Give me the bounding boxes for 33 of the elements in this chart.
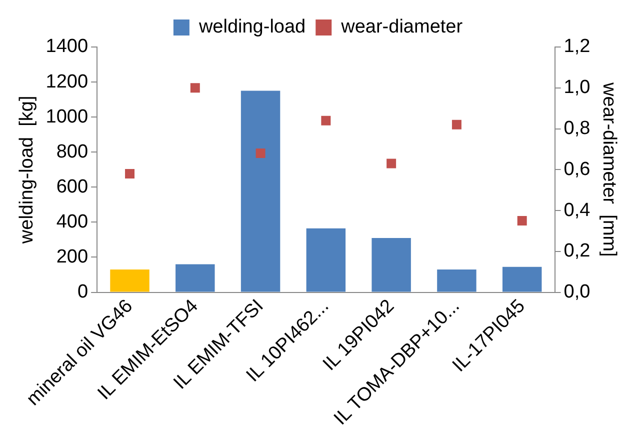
y2-tick-label: 1,2 <box>564 36 590 58</box>
y2-tick-label: 1,0 <box>564 77 590 98</box>
point <box>321 116 331 126</box>
bar <box>437 270 476 292</box>
legend-label: welding-load <box>198 16 306 38</box>
y2-tick-label: 0,0 <box>564 282 590 303</box>
y-tick-label: 1200 <box>46 71 88 92</box>
point <box>386 158 396 168</box>
y-tick-label: 400 <box>56 211 88 232</box>
bar <box>372 238 411 292</box>
bar <box>240 90 280 292</box>
y2-axis-title: wear-diameter [mm] <box>598 82 620 257</box>
y-tick-label: 200 <box>56 246 88 268</box>
point <box>517 216 527 226</box>
y-tick-label: 0 <box>77 282 88 303</box>
bar <box>110 270 150 292</box>
y-tick-label: 800 <box>56 141 88 162</box>
y-tick-label: 1400 <box>46 36 88 58</box>
y2-tick-label: 0,2 <box>564 240 590 262</box>
y2-tick-label: 0,8 <box>564 118 590 139</box>
y-tick-label: 1000 <box>46 106 88 128</box>
point <box>256 148 266 158</box>
point <box>125 168 135 178</box>
bar <box>502 266 542 292</box>
y-tick-label: 600 <box>56 176 88 198</box>
y2-tick-label: 0,6 <box>564 158 590 180</box>
y-axis-title: welding-load [kg] <box>16 96 38 245</box>
bar <box>306 228 346 292</box>
point <box>190 83 200 93</box>
y2-tick-label: 0,4 <box>564 200 591 221</box>
bar <box>176 264 215 292</box>
legend-label: wear-diameter <box>340 16 464 38</box>
point <box>452 120 462 130</box>
